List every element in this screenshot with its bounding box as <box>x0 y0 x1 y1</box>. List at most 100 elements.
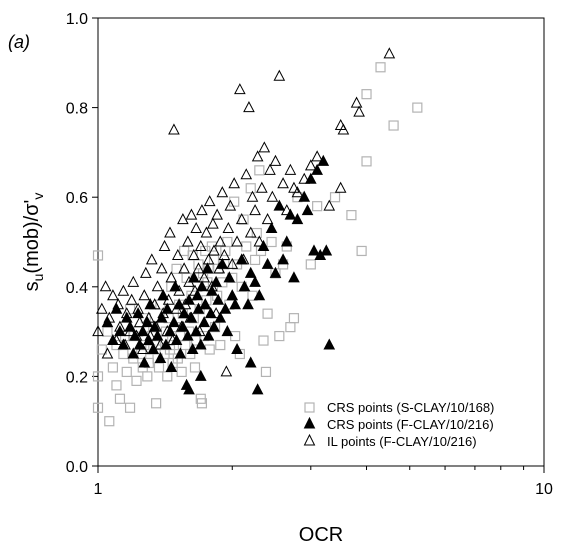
point-series-2 <box>183 275 195 287</box>
point-series-0 <box>361 89 372 100</box>
point-series-0 <box>305 259 316 270</box>
point-series-2 <box>226 257 239 269</box>
x-tick-label: 10 <box>535 481 553 498</box>
point-series-2 <box>189 284 201 296</box>
point-series-2 <box>253 235 266 247</box>
point-series-0 <box>124 402 136 413</box>
point-series-1 <box>204 307 217 319</box>
point-series-2 <box>175 320 188 332</box>
point-series-2 <box>210 307 222 319</box>
point-series-0 <box>196 398 208 409</box>
point-series-0 <box>258 335 269 346</box>
point-series-1 <box>208 320 220 332</box>
point-series-2 <box>249 204 261 216</box>
point-series-1 <box>168 316 180 328</box>
point-series-2 <box>125 293 138 305</box>
point-series-2 <box>96 302 108 314</box>
point-series-2 <box>120 307 133 319</box>
point-series-1 <box>323 338 336 350</box>
point-series-2 <box>246 190 259 202</box>
point-series-2 <box>148 298 161 310</box>
plot-area-frame <box>97 17 545 467</box>
point-series-2 <box>277 177 289 189</box>
point-series-0 <box>142 371 153 382</box>
data-points <box>92 47 423 427</box>
point-series-1 <box>253 289 266 301</box>
point-series-0 <box>92 402 104 413</box>
point-series-1 <box>127 347 140 359</box>
point-series-2 <box>256 181 268 193</box>
point-series-1 <box>320 244 333 256</box>
point-series-2 <box>164 226 176 238</box>
point-series-1 <box>181 329 194 341</box>
point-series-2 <box>304 159 317 171</box>
point-series-1 <box>174 347 187 359</box>
point-series-1 <box>157 289 170 301</box>
point-series-2 <box>214 235 227 247</box>
point-series-0 <box>215 339 226 351</box>
point-series-2 <box>258 141 271 153</box>
point-series-1 <box>194 369 207 381</box>
point-series-1 <box>187 271 200 283</box>
point-series-2 <box>136 342 149 355</box>
point-series-2 <box>151 280 164 292</box>
point-series-1 <box>304 172 317 184</box>
point-series-1 <box>244 356 257 368</box>
point-series-1 <box>244 266 257 278</box>
point-series-0 <box>245 183 256 194</box>
point-series-2 <box>264 163 276 175</box>
point-series-0 <box>114 393 126 404</box>
point-series-2 <box>181 235 194 247</box>
point-series-2 <box>185 208 198 220</box>
point-series-1 <box>154 351 167 363</box>
point-series-2 <box>139 266 152 278</box>
point-series-2 <box>231 235 243 247</box>
point-series-0 <box>312 201 323 212</box>
point-series-2 <box>224 199 237 211</box>
point-series-1 <box>277 253 289 265</box>
point-series-1 <box>226 289 239 301</box>
point-series-2 <box>133 316 146 328</box>
y-tick-label: 1.0 <box>66 11 88 28</box>
point-series-1 <box>186 342 199 355</box>
point-series-2 <box>155 262 168 274</box>
point-series-2 <box>196 204 208 216</box>
point-series-2 <box>114 320 126 332</box>
point-series-1 <box>251 383 264 395</box>
point-series-1 <box>183 383 195 395</box>
point-series-0 <box>285 322 296 333</box>
y-axis-title-sub1: u <box>30 274 46 282</box>
point-series-2 <box>173 284 185 296</box>
point-series-0 <box>153 362 165 373</box>
point-series-1 <box>151 329 164 341</box>
point-series-1 <box>219 302 232 314</box>
point-series-1 <box>221 325 234 337</box>
point-series-2 <box>101 347 114 359</box>
point-series-2 <box>184 311 197 323</box>
point-series-2 <box>353 105 365 117</box>
point-series-2 <box>298 172 311 184</box>
point-series-1 <box>288 271 300 283</box>
point-series-2 <box>288 181 300 193</box>
point-series-0 <box>104 416 115 427</box>
point-series-2 <box>199 298 212 310</box>
point-series-2 <box>171 248 184 260</box>
point-series-0 <box>208 254 220 266</box>
legend-marker-crs-s-clay <box>304 402 315 413</box>
point-series-0 <box>241 241 252 252</box>
point-series-2 <box>193 325 206 337</box>
point-series-0 <box>131 375 142 386</box>
point-series-0 <box>189 362 201 373</box>
point-series-2 <box>213 262 226 274</box>
point-series-2 <box>200 226 213 238</box>
point-series-2 <box>132 302 144 314</box>
point-series-2 <box>311 150 323 162</box>
point-series-2 <box>237 253 250 265</box>
point-series-2 <box>130 329 143 341</box>
point-series-1 <box>238 280 251 292</box>
point-series-2 <box>206 280 218 292</box>
point-series-2 <box>198 271 210 283</box>
y-tick-label: 0.0 <box>66 459 88 476</box>
point-series-1 <box>249 275 261 287</box>
legend-marker-crs-f-clay <box>303 416 316 429</box>
